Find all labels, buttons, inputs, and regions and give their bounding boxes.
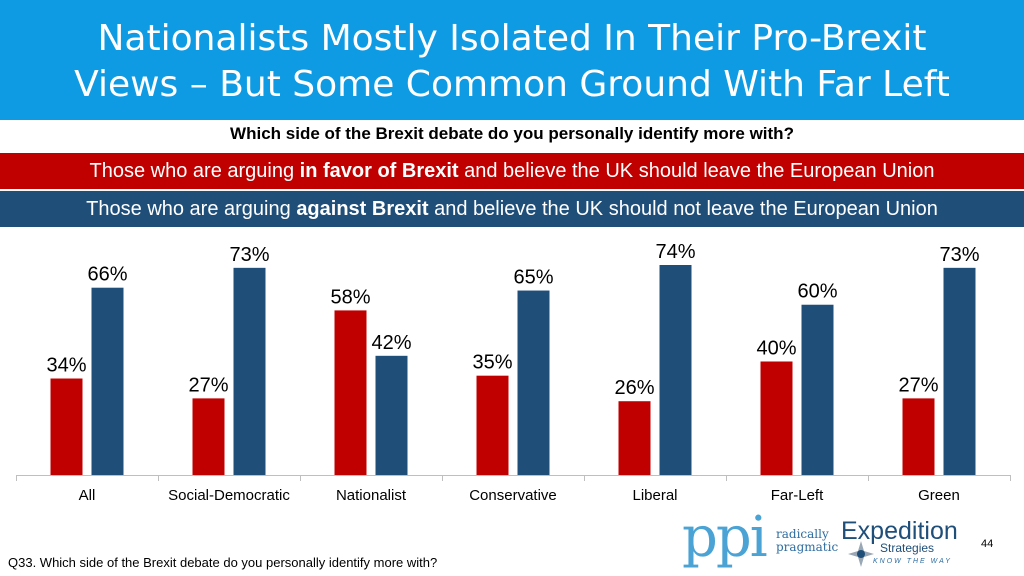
ppi-tagline-1: radically [776, 527, 829, 541]
category-label: All [79, 487, 96, 504]
footnote: Q33. Which side of the Brexit debate do … [8, 555, 438, 570]
data-label-favor: 58% [330, 286, 370, 308]
ppi-tagline: radically pragmatic [776, 528, 838, 554]
data-label-against: 42% [371, 332, 411, 354]
bar-favor [760, 361, 793, 475]
page-title: Nationalists Mostly Isolated In Their Pr… [0, 16, 1024, 108]
category-label: Far-Left [771, 487, 824, 504]
title-banner [0, 0, 1024, 120]
bar-against [659, 265, 692, 475]
page-number: 44 [981, 538, 994, 550]
bar-against [801, 304, 834, 475]
data-label-favor: 27% [188, 374, 228, 396]
data-label-against: 73% [229, 244, 269, 266]
legend-favor-brexit: Those who are arguing in favor of Brexit… [0, 153, 1024, 189]
category-label: Social-Democratic [168, 487, 290, 504]
bar-favor [192, 398, 225, 475]
data-label-favor: 40% [756, 337, 796, 359]
data-label-favor: 27% [898, 374, 938, 396]
category-label: Conservative [469, 487, 557, 504]
legend-favor-text-pre: Those who are arguing [89, 160, 300, 182]
data-label-against: 66% [87, 264, 127, 286]
bar-favor [476, 375, 509, 475]
expedition-logo-name: Expedition [841, 517, 958, 545]
bar-against [233, 267, 266, 475]
compass-icon [848, 541, 874, 567]
legend-against-text-bold: against Brexit [296, 198, 429, 220]
legend-against-text-pre: Those who are arguing [86, 198, 297, 220]
bar-favor [618, 401, 651, 475]
expedition-tagline: KNOW THE WAY [873, 558, 952, 565]
legend-against-brexit: Those who are arguing against Brexit and… [0, 191, 1024, 227]
data-label-against: 65% [513, 267, 553, 289]
ppi-logo: ppi [682, 505, 768, 570]
expedition-logo-sub: Strategies [880, 541, 935, 555]
bar-against [517, 290, 550, 475]
bar-against [91, 287, 124, 475]
bar-against [943, 267, 976, 475]
data-label-favor: 34% [46, 355, 86, 377]
title-line-2: Views – But Some Common Ground With Far … [74, 64, 950, 105]
category-label: Nationalist [336, 487, 407, 504]
title-line-1: Nationalists Mostly Isolated In Their Pr… [97, 18, 927, 59]
bar-chart: 34% 66% All 27% 73% Social-Democratic 58% 42% Na… [16, 241, 1011, 504]
bar-favor [902, 398, 935, 475]
category-label: Green [918, 487, 960, 504]
category-label: Liberal [632, 487, 677, 504]
legend-favor-text-bold: in favor of Brexit [299, 160, 459, 182]
survey-question: Which side of the Brexit debate do you p… [230, 124, 794, 143]
data-label-against: 74% [655, 241, 695, 263]
data-label-favor: 35% [472, 352, 512, 374]
legend-favor-text-post: and believe the UK should leave the Euro… [458, 160, 935, 182]
data-label-against: 73% [939, 244, 979, 266]
data-label-favor: 26% [614, 377, 654, 399]
bar-favor [334, 310, 367, 475]
bar-favor [50, 378, 83, 475]
ppi-tagline-2: pragmatic [776, 540, 839, 554]
bar-against [375, 355, 408, 475]
data-label-against: 60% [797, 281, 837, 303]
legend-against-text-post: and believe the UK should not leave the … [428, 198, 938, 220]
